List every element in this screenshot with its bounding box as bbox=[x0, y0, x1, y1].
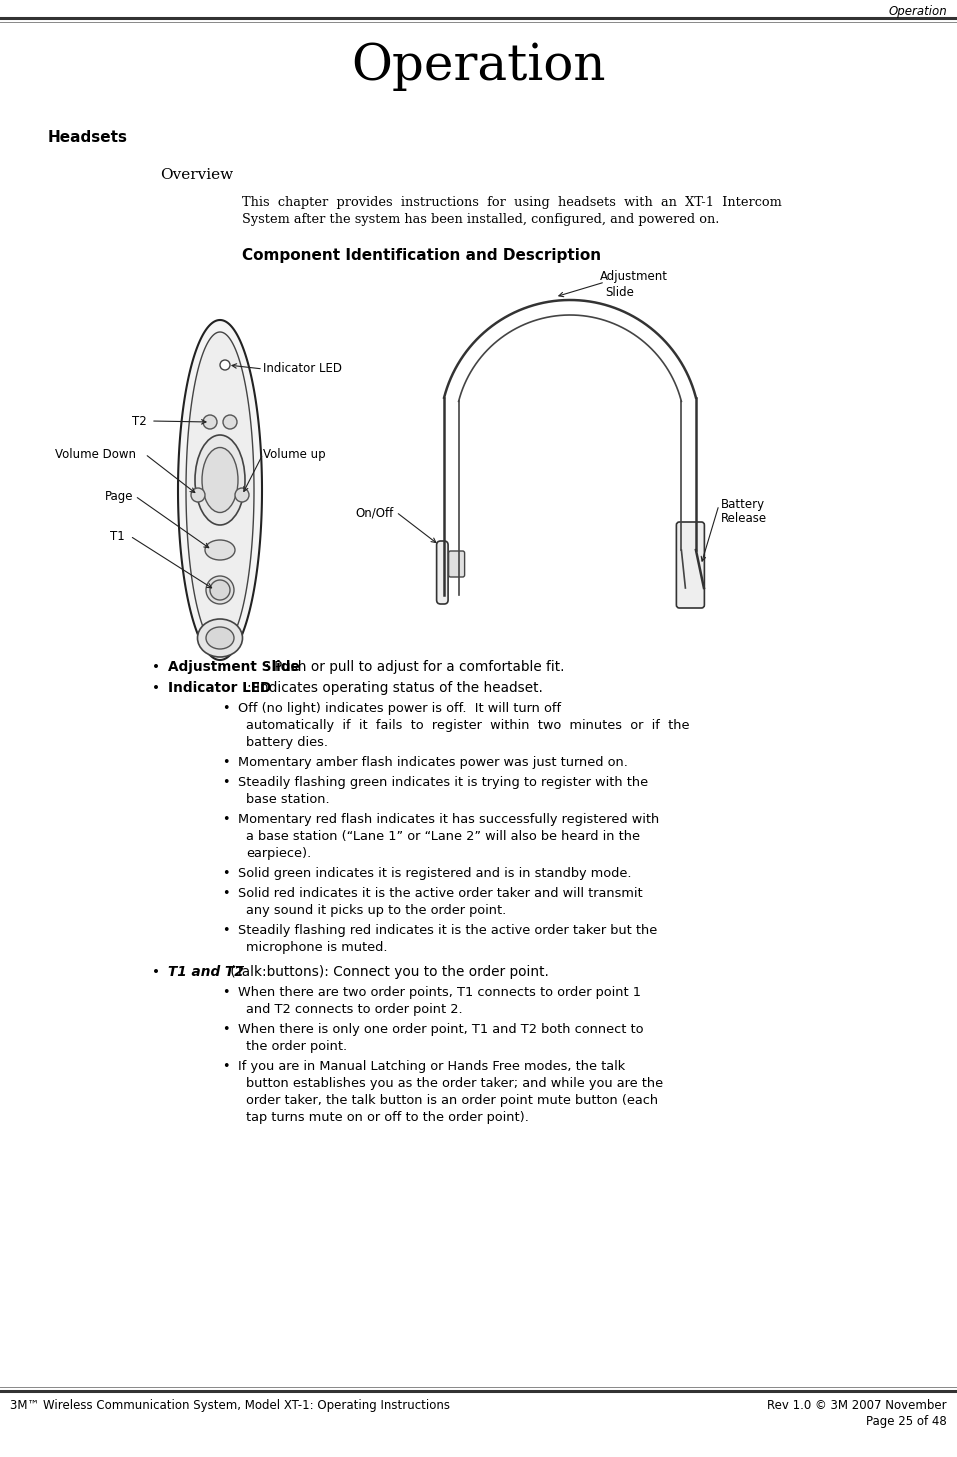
FancyBboxPatch shape bbox=[436, 541, 448, 605]
Text: System after the system has been installed, configured, and powered on.: System after the system has been install… bbox=[242, 213, 720, 226]
Text: If you are in Manual Latching or Hands Free modes, the talk: If you are in Manual Latching or Hands F… bbox=[238, 1061, 625, 1072]
Text: Indicator LED: Indicator LED bbox=[263, 361, 342, 374]
Ellipse shape bbox=[206, 627, 234, 648]
Text: automatically  if  it  fails  to  register  within  two  minutes  or  if  the: automatically if it fails to register wi… bbox=[246, 718, 689, 731]
Text: •: • bbox=[222, 924, 230, 937]
Text: •: • bbox=[222, 867, 230, 880]
Text: •: • bbox=[222, 702, 230, 715]
Text: tap turns mute on or off to the order point).: tap turns mute on or off to the order po… bbox=[246, 1112, 529, 1123]
Text: •: • bbox=[222, 986, 230, 1000]
Text: Solid green indicates it is registered and is in standby mode.: Solid green indicates it is registered a… bbox=[238, 867, 632, 880]
Text: Slide: Slide bbox=[605, 286, 634, 299]
Ellipse shape bbox=[205, 541, 235, 559]
Text: battery dies.: battery dies. bbox=[246, 736, 328, 749]
Polygon shape bbox=[186, 332, 254, 648]
Text: Rev 1.0 © 3M 2007 November: Rev 1.0 © 3M 2007 November bbox=[768, 1399, 947, 1412]
Text: button establishes you as the order taker; and while you are the: button establishes you as the order take… bbox=[246, 1077, 663, 1090]
Text: T2: T2 bbox=[132, 415, 146, 428]
Text: any sound it picks up to the order point.: any sound it picks up to the order point… bbox=[246, 903, 506, 916]
Text: : Push or pull to adjust for a comfortable fit.: : Push or pull to adjust for a comfortab… bbox=[265, 660, 565, 675]
Text: base station.: base station. bbox=[246, 793, 329, 806]
Circle shape bbox=[235, 488, 249, 503]
Text: T1: T1 bbox=[110, 530, 124, 543]
Text: Volume up: Volume up bbox=[263, 447, 325, 460]
Text: Page 25 of 48: Page 25 of 48 bbox=[866, 1415, 947, 1428]
Circle shape bbox=[223, 415, 237, 428]
Text: order taker, the talk button is an order point mute button (each: order taker, the talk button is an order… bbox=[246, 1094, 658, 1107]
Text: •: • bbox=[222, 1023, 230, 1036]
Circle shape bbox=[203, 415, 217, 428]
Text: Adjustment Slide: Adjustment Slide bbox=[168, 660, 300, 675]
Text: 3M™ Wireless Communication System, Model XT-1: Operating Instructions: 3M™ Wireless Communication System, Model… bbox=[10, 1399, 450, 1412]
Circle shape bbox=[191, 488, 205, 503]
Text: the order point.: the order point. bbox=[246, 1040, 347, 1053]
Text: microphone is muted.: microphone is muted. bbox=[246, 941, 388, 954]
Circle shape bbox=[220, 360, 230, 370]
Text: On/Off: On/Off bbox=[356, 506, 394, 519]
Text: Component Identification and Description: Component Identification and Description bbox=[242, 248, 601, 264]
Text: Steadily flashing red indicates it is the active order taker but the: Steadily flashing red indicates it is th… bbox=[238, 924, 657, 937]
Text: Headsets: Headsets bbox=[48, 130, 128, 146]
Text: T1 and T2: T1 and T2 bbox=[168, 965, 244, 979]
Text: Volume Down: Volume Down bbox=[55, 447, 136, 460]
Text: •: • bbox=[222, 777, 230, 790]
Text: Solid red indicates it is the active order taker and will transmit: Solid red indicates it is the active ord… bbox=[238, 887, 642, 900]
Polygon shape bbox=[178, 321, 262, 660]
Text: Operation: Operation bbox=[888, 4, 947, 17]
FancyBboxPatch shape bbox=[677, 522, 704, 608]
Text: •: • bbox=[222, 887, 230, 900]
Text: Indicator LED: Indicator LED bbox=[168, 680, 272, 695]
Text: •: • bbox=[152, 680, 160, 695]
Text: Steadily flashing green indicates it is trying to register with the: Steadily flashing green indicates it is … bbox=[238, 777, 648, 790]
Text: •: • bbox=[222, 756, 230, 769]
Text: Off (no light) indicates power is off.  It will turn off: Off (no light) indicates power is off. I… bbox=[238, 702, 561, 715]
Text: •: • bbox=[152, 965, 160, 979]
Text: Page: Page bbox=[105, 490, 133, 503]
Text: : Indicates operating status of the headset.: : Indicates operating status of the head… bbox=[247, 680, 543, 695]
Text: Release: Release bbox=[721, 511, 768, 525]
Text: Operation: Operation bbox=[351, 42, 606, 92]
Ellipse shape bbox=[195, 436, 245, 525]
Text: When there is only one order point, T1 and T2 both connect to: When there is only one order point, T1 a… bbox=[238, 1023, 643, 1036]
Text: a base station (“Lane 1” or “Lane 2” will also be heard in the: a base station (“Lane 1” or “Lane 2” wil… bbox=[246, 830, 640, 844]
Text: (Talk:buttons): Connect you to the order point.: (Talk:buttons): Connect you to the order… bbox=[226, 965, 549, 979]
Ellipse shape bbox=[206, 576, 234, 605]
Text: This  chapter  provides  instructions  for  using  headsets  with  an  XT-1  Int: This chapter provides instructions for u… bbox=[242, 197, 782, 208]
Ellipse shape bbox=[202, 447, 238, 513]
Ellipse shape bbox=[197, 619, 242, 657]
Text: •: • bbox=[152, 660, 160, 675]
Text: •: • bbox=[222, 1061, 230, 1072]
Text: •: • bbox=[222, 813, 230, 826]
Text: Momentary red flash indicates it has successfully registered with: Momentary red flash indicates it has suc… bbox=[238, 813, 659, 826]
Text: Overview: Overview bbox=[160, 168, 234, 182]
Text: Momentary amber flash indicates power was just turned on.: Momentary amber flash indicates power wa… bbox=[238, 756, 628, 769]
Text: When there are two order points, T1 connects to order point 1: When there are two order points, T1 conn… bbox=[238, 986, 641, 1000]
Circle shape bbox=[210, 580, 230, 600]
Text: Battery: Battery bbox=[721, 498, 765, 511]
Text: earpiece).: earpiece). bbox=[246, 847, 311, 860]
Text: Adjustment: Adjustment bbox=[600, 270, 668, 283]
FancyBboxPatch shape bbox=[449, 551, 464, 577]
Text: and T2 connects to order point 2.: and T2 connects to order point 2. bbox=[246, 1002, 462, 1016]
